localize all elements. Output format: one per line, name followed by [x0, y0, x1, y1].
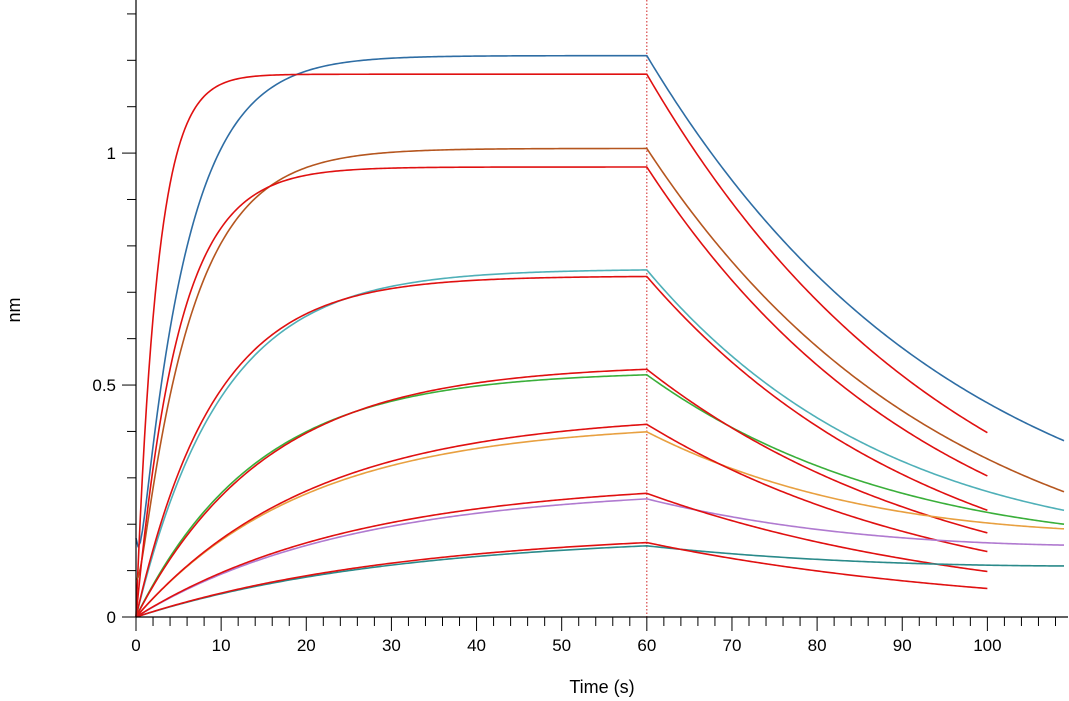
series-line-11	[135, 498, 1065, 618]
x-tick-label: 100	[973, 636, 1001, 655]
y-tick-label: 1	[107, 144, 116, 163]
series-line-4	[135, 166, 988, 618]
series-line-9	[135, 431, 1065, 618]
series-line-1	[135, 54, 1065, 548]
x-tick-label: 40	[467, 636, 486, 655]
series-line-2	[135, 73, 988, 618]
x-tick-label: 70	[723, 636, 742, 655]
series-line-7	[135, 374, 1065, 618]
axes: 0 10 20 30 40 50 60 70 80 90 100 0 0.5 1	[92, 0, 1068, 655]
x-tick-label: 0	[131, 636, 140, 655]
series-line-10	[135, 423, 988, 618]
y-tick-label: 0	[107, 608, 116, 627]
x-axis-title: Time (s)	[569, 677, 634, 697]
series-line-5	[135, 269, 1065, 618]
y-tick-label: 0.5	[92, 376, 116, 395]
series-line-6	[135, 275, 988, 618]
x-tick-label: 50	[552, 636, 571, 655]
series-line-3	[135, 147, 1065, 581]
x-tick-label: 60	[637, 636, 656, 655]
x-tick-label: 20	[297, 636, 316, 655]
x-tick-label: 90	[893, 636, 912, 655]
series-line-13	[135, 545, 1065, 618]
x-tick-label: 80	[808, 636, 827, 655]
x-tick-label: 10	[212, 636, 231, 655]
x-tick-label: 30	[382, 636, 401, 655]
series-line-8	[135, 368, 988, 618]
series-line-12	[135, 492, 988, 618]
plot-area	[135, 0, 1065, 618]
series-line-14	[135, 541, 988, 618]
y-axis-title: nm	[4, 297, 24, 322]
